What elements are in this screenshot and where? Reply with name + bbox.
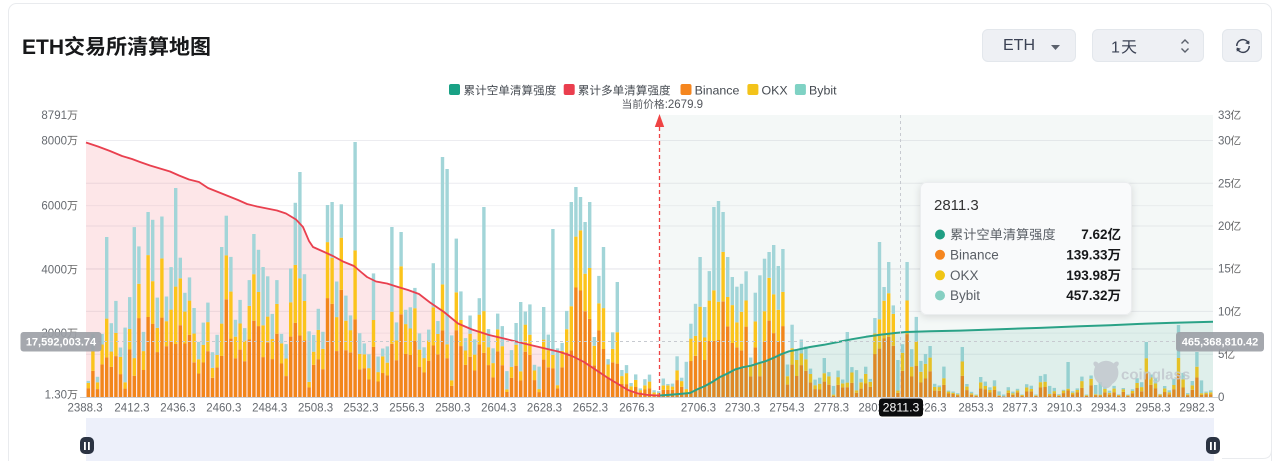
svg-text:2706.3: 2706.3 <box>681 403 716 415</box>
svg-text:coinglass: coinglass <box>1121 367 1190 384</box>
svg-text:2730.3: 2730.3 <box>725 403 760 415</box>
svg-text:2958.3: 2958.3 <box>1135 403 1170 415</box>
svg-text:2676.3: 2676.3 <box>619 403 654 415</box>
svg-text:Binance: Binance <box>950 248 999 263</box>
svg-text:2604.3: 2604.3 <box>481 403 516 415</box>
svg-text:5: 5 <box>1218 349 1224 361</box>
svg-text:2877.3: 2877.3 <box>1002 403 1037 415</box>
svg-text:2910.3: 2910.3 <box>1047 403 1082 415</box>
svg-text:10: 10 <box>1218 306 1231 318</box>
svg-text:2532.3: 2532.3 <box>343 403 378 415</box>
svg-text:1.30: 1.30 <box>45 389 67 401</box>
svg-text:1: 1 <box>1111 40 1120 57</box>
svg-text:2460.3: 2460.3 <box>206 403 241 415</box>
svg-text:ETH: ETH <box>22 36 64 59</box>
svg-text:OKX: OKX <box>762 84 788 98</box>
svg-text:2556.3: 2556.3 <box>389 403 424 415</box>
svg-text:4000: 4000 <box>41 264 67 276</box>
svg-text:Bybit: Bybit <box>809 84 837 98</box>
svg-text:2628.3: 2628.3 <box>527 403 562 415</box>
svg-text:15: 15 <box>1218 264 1231 276</box>
svg-text:193.98: 193.98 <box>1066 268 1108 283</box>
svg-text:2508.3: 2508.3 <box>298 403 333 415</box>
svg-text:25: 25 <box>1218 178 1231 190</box>
svg-text:Bybit: Bybit <box>950 288 980 303</box>
svg-text:OKX: OKX <box>950 268 979 283</box>
svg-text:2484.3: 2484.3 <box>252 403 287 415</box>
svg-text:20: 20 <box>1218 221 1231 233</box>
svg-text:457.32: 457.32 <box>1066 288 1107 303</box>
svg-text::2679.9: :2679.9 <box>665 99 703 111</box>
svg-text:2778.3: 2778.3 <box>814 403 849 415</box>
svg-text:2934.3: 2934.3 <box>1091 403 1126 415</box>
svg-text:17,592,003.74: 17,592,003.74 <box>26 337 97 349</box>
svg-text:0: 0 <box>1218 392 1224 404</box>
svg-text:139.33: 139.33 <box>1066 248 1108 263</box>
svg-text:33: 33 <box>1218 110 1231 122</box>
svg-text:30: 30 <box>1218 136 1231 148</box>
svg-text:8000: 8000 <box>41 135 67 147</box>
svg-text:Binance: Binance <box>695 84 740 98</box>
svg-text:2982.3: 2982.3 <box>1179 403 1214 415</box>
svg-text:2811.3: 2811.3 <box>883 401 920 415</box>
svg-text:7.62: 7.62 <box>1081 227 1107 242</box>
svg-text:2652.3: 2652.3 <box>573 403 608 415</box>
svg-text:8791: 8791 <box>41 110 67 122</box>
svg-text:2388.3: 2388.3 <box>68 403 103 415</box>
svg-text:6000: 6000 <box>41 201 67 213</box>
svg-text:2412.3: 2412.3 <box>114 403 149 415</box>
svg-text:2580.3: 2580.3 <box>435 403 470 415</box>
svg-text:2436.3: 2436.3 <box>160 403 195 415</box>
svg-text:2754.3: 2754.3 <box>769 403 804 415</box>
svg-text:2811.3: 2811.3 <box>934 197 979 214</box>
svg-text:2853.3: 2853.3 <box>958 403 993 415</box>
svg-text:465,368,810.42: 465,368,810.42 <box>1182 337 1258 349</box>
